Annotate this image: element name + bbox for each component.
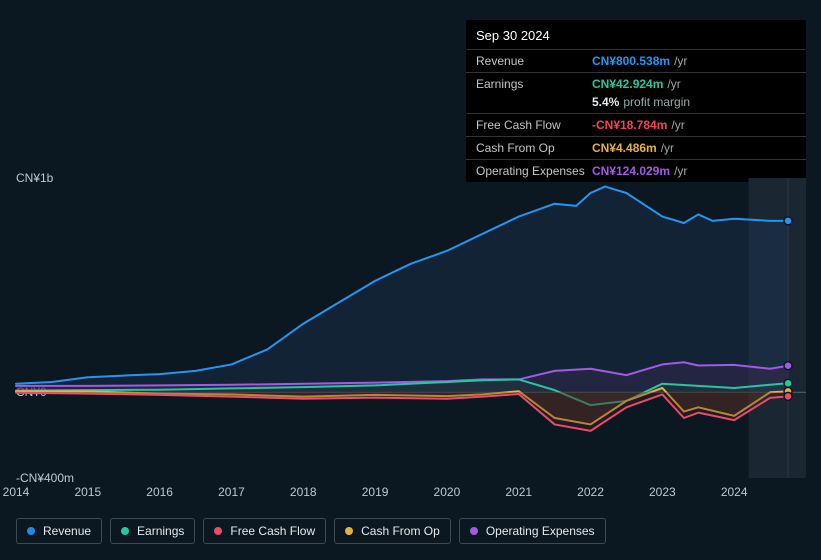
x-tick-label: 2018 bbox=[290, 485, 317, 499]
line-chart bbox=[0, 0, 821, 560]
legend-dot bbox=[121, 527, 129, 535]
legend-label: Earnings bbox=[137, 524, 184, 538]
legend-item[interactable]: Earnings bbox=[110, 518, 195, 544]
x-tick-label: 2022 bbox=[577, 485, 604, 499]
x-tick-label: 2024 bbox=[721, 485, 748, 499]
legend-dot bbox=[27, 527, 35, 535]
legend-label: Cash From Op bbox=[361, 524, 440, 538]
legend-dot bbox=[214, 527, 222, 535]
x-tick-label: 2021 bbox=[505, 485, 532, 499]
legend-dot bbox=[470, 527, 478, 535]
legend-item[interactable]: Revenue bbox=[16, 518, 102, 544]
legend-dot bbox=[345, 527, 353, 535]
legend-item[interactable]: Free Cash Flow bbox=[203, 518, 326, 544]
legend-label: Revenue bbox=[43, 524, 91, 538]
x-tick-label: 2014 bbox=[3, 485, 30, 499]
x-tick-label: 2023 bbox=[649, 485, 676, 499]
x-tick-label: 2019 bbox=[362, 485, 389, 499]
x-tick-label: 2020 bbox=[434, 485, 461, 499]
legend-label: Free Cash Flow bbox=[230, 524, 315, 538]
legend-label: Operating Expenses bbox=[486, 524, 595, 538]
x-tick-label: 2017 bbox=[218, 485, 245, 499]
x-tick-label: 2015 bbox=[74, 485, 101, 499]
x-tick-label: 2016 bbox=[146, 485, 173, 499]
legend-item[interactable]: Operating Expenses bbox=[459, 518, 606, 544]
chart-legend: Revenue Earnings Free Cash Flow Cash From O… bbox=[16, 518, 606, 544]
legend-item[interactable]: Cash From Op bbox=[334, 518, 451, 544]
